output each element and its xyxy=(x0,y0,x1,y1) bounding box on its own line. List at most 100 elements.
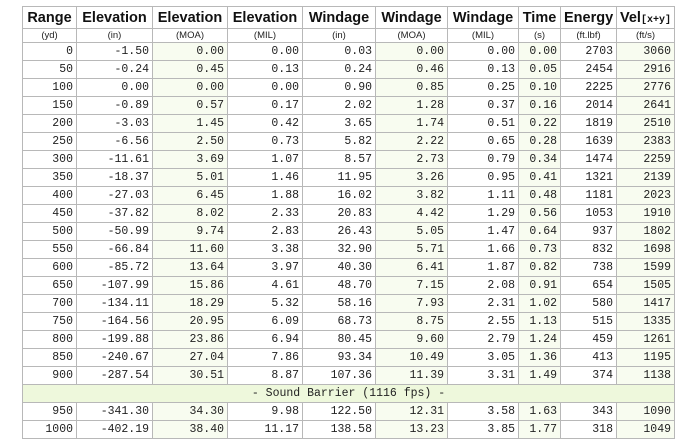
cell: 0.13 xyxy=(227,60,303,79)
cell: 3.58 xyxy=(447,402,519,421)
cell: 1.74 xyxy=(375,114,448,133)
data-row: 300 -11.61 3.69 1.07 8.57 2.73 0.79 0.34 1474 225… xyxy=(22,150,675,169)
cell: 0.85 xyxy=(375,78,448,97)
cell: 6.41 xyxy=(375,258,448,277)
column-header: Elevation xyxy=(152,6,228,29)
unit-label: (MOA) xyxy=(375,28,448,43)
cell: 1.66 xyxy=(447,240,519,259)
unit-label: (s) xyxy=(518,28,561,43)
data-row: 550 -66.84 11.60 3.38 32.90 5.71 1.66 0.73 832 16… xyxy=(22,240,675,259)
cell: 2.73 xyxy=(375,150,448,169)
cell: 2454 xyxy=(560,60,617,79)
cell: 122.50 xyxy=(302,402,376,421)
cell: 2776 xyxy=(616,78,675,97)
cell: 0.00 xyxy=(227,42,303,61)
cell: 1.77 xyxy=(518,420,561,439)
cell: 2.33 xyxy=(227,204,303,223)
cell: 5.71 xyxy=(375,240,448,259)
cell: 26.43 xyxy=(302,222,376,241)
cell: 1090 xyxy=(616,402,675,421)
cell: 1.24 xyxy=(518,330,561,349)
cell: 2.83 xyxy=(227,222,303,241)
cell: 1474 xyxy=(560,150,617,169)
cell: 107.36 xyxy=(302,366,376,385)
cell: 0.48 xyxy=(518,186,561,205)
data-row: 350 -18.37 5.01 1.46 11.95 3.26 0.95 0.41 1321 21… xyxy=(22,168,675,187)
cell: 550 xyxy=(22,240,77,259)
cell: 0.28 xyxy=(518,132,561,151)
cell: 16.02 xyxy=(302,186,376,205)
cell: 0.24 xyxy=(302,60,376,79)
header-subscript: [x+y] xyxy=(640,14,671,26)
cell: 30.51 xyxy=(152,366,228,385)
cell: 400 xyxy=(22,186,77,205)
cell: 1.07 xyxy=(227,150,303,169)
cell: 2014 xyxy=(560,96,617,115)
cell: 750 xyxy=(22,312,77,331)
table-head: Range Elevation Elevation Elevation Windage W… xyxy=(22,6,675,43)
cell: 0.65 xyxy=(447,132,519,151)
cell: 0.16 xyxy=(518,96,561,115)
cell: 2.31 xyxy=(447,294,519,313)
cell: 1138 xyxy=(616,366,675,385)
cell: 0.25 xyxy=(447,78,519,97)
data-row: 50 -0.24 0.45 0.13 0.24 0.46 0.13 0.05 2454 2916 xyxy=(22,60,675,79)
cell: -37.82 xyxy=(76,204,153,223)
header-text: Windage xyxy=(308,9,370,26)
cell: 0.00 xyxy=(518,42,561,61)
cell: 1819 xyxy=(560,114,617,133)
cell: 1321 xyxy=(560,168,617,187)
cell: 4.42 xyxy=(375,204,448,223)
cell: 0.90 xyxy=(302,78,376,97)
header-text: Windage xyxy=(381,9,442,26)
unit-label: (MIL) xyxy=(447,28,519,43)
cell: 0.37 xyxy=(447,96,519,115)
header-text: Elevation xyxy=(157,9,223,26)
cell: 2.02 xyxy=(302,96,376,115)
cell: 0.00 xyxy=(227,78,303,97)
cell: 1.02 xyxy=(518,294,561,313)
cell: 700 xyxy=(22,294,77,313)
header-text: Windage xyxy=(452,9,514,26)
cell: 0.64 xyxy=(518,222,561,241)
sound-barrier-note: - Sound Barrier (1116 fps) - xyxy=(22,384,675,403)
cell: 0.51 xyxy=(447,114,519,133)
cell: 0.34 xyxy=(518,150,561,169)
cell: 350 xyxy=(22,168,77,187)
cell: 20.83 xyxy=(302,204,376,223)
data-row: 400 -27.03 6.45 1.88 16.02 3.82 1.11 0.48 1181 20… xyxy=(22,186,675,205)
cell: 40.30 xyxy=(302,258,376,277)
cell: 1.47 xyxy=(447,222,519,241)
cell: 4.61 xyxy=(227,276,303,295)
cell: -50.99 xyxy=(76,222,153,241)
cell: 48.70 xyxy=(302,276,376,295)
cell: 0.03 xyxy=(302,42,376,61)
cell: 5.82 xyxy=(302,132,376,151)
cell: -27.03 xyxy=(76,186,153,205)
cell: 580 xyxy=(560,294,617,313)
cell: 2383 xyxy=(616,132,675,151)
cell: 2139 xyxy=(616,168,675,187)
cell: 1.88 xyxy=(227,186,303,205)
cell: 9.98 xyxy=(227,402,303,421)
cell: 1195 xyxy=(616,348,675,367)
cell: 0.42 xyxy=(227,114,303,133)
data-row: 750 -164.56 20.95 6.09 68.73 8.75 2.55 1.13 515 1… xyxy=(22,312,675,331)
cell: 5.01 xyxy=(152,168,228,187)
cell: 374 xyxy=(560,366,617,385)
cell: 8.57 xyxy=(302,150,376,169)
cell: 3.82 xyxy=(375,186,448,205)
cell: 7.93 xyxy=(375,294,448,313)
cell: 7.15 xyxy=(375,276,448,295)
column-header: Elevation xyxy=(76,6,153,29)
cell: 0.73 xyxy=(518,240,561,259)
cell: 3.97 xyxy=(227,258,303,277)
cell: 1335 xyxy=(616,312,675,331)
data-row: 900 -287.54 30.51 8.87 107.36 11.39 3.31 1.49 37… xyxy=(22,366,675,385)
column-header: Elevation xyxy=(227,6,303,29)
unit-label: (ft/s) xyxy=(616,28,675,43)
data-row: 800 -199.88 23.86 6.94 80.45 9.60 2.79 1.24 459 1… xyxy=(22,330,675,349)
cell: 9.60 xyxy=(375,330,448,349)
cell: -240.67 xyxy=(76,348,153,367)
cell: 13.23 xyxy=(375,420,448,439)
